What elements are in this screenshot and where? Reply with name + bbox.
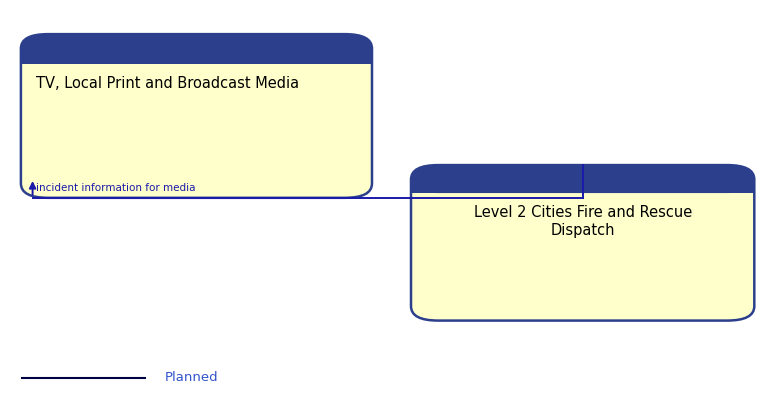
Text: TV, Local Print and Broadcast Media: TV, Local Print and Broadcast Media — [37, 76, 300, 91]
FancyBboxPatch shape — [411, 165, 754, 321]
Text: incident information for media: incident information for media — [37, 183, 196, 193]
Bar — [411, 183, 754, 193]
Text: Level 2 Cities Fire and Rescue
Dispatch: Level 2 Cities Fire and Rescue Dispatch — [474, 205, 691, 238]
FancyBboxPatch shape — [411, 165, 754, 193]
FancyBboxPatch shape — [21, 34, 372, 198]
Bar — [21, 53, 372, 63]
FancyBboxPatch shape — [21, 34, 372, 63]
Text: Planned: Planned — [165, 371, 219, 384]
